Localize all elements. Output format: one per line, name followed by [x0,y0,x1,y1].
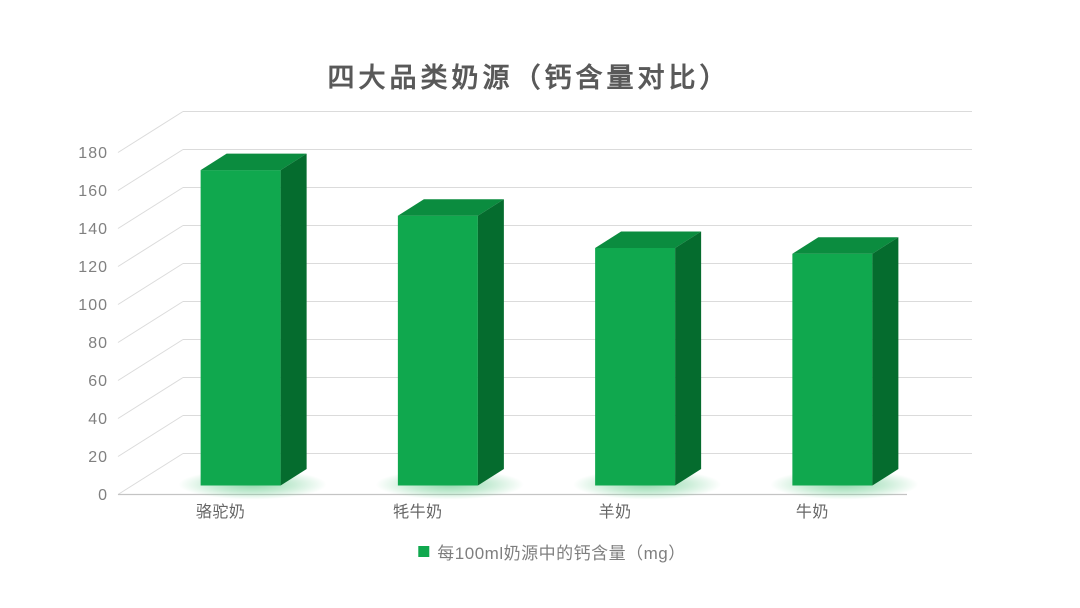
gridline-diagonal [117,339,184,381]
bar-top-face [792,237,899,254]
y-axis-tick-label: 100 [78,297,108,314]
y-axis-tick-label: 0 [98,487,108,504]
bar-front-face [200,170,281,486]
chart-title: 四大品类奶源（钙含量对比） [327,63,731,93]
gridline-diagonal [117,263,184,305]
bar-骆驼奶 [200,153,307,486]
y-axis-tick-label: 80 [88,335,108,352]
y-axis-tick-label: 40 [88,411,108,428]
y-axis-tick-label: 20 [88,449,108,466]
bar-top-face [397,199,504,216]
x-axis-category-label: 牦牛奶 [393,503,443,521]
y-axis-tick-label: 120 [78,259,108,276]
bar-羊奶 [595,231,702,486]
gridline-diagonal [117,415,184,457]
bar-front-face [595,248,676,486]
x-axis-category-label: 牛奶 [796,503,829,521]
bar-top-face [200,153,307,171]
category-labels-group: 骆驼奶 牦牛奶 羊奶 牛奶 [196,503,829,521]
x-axis-category-label: 羊奶 [599,503,632,521]
bar-side-face [280,153,307,486]
bar-牦牛奶 [397,199,504,486]
gridline-diagonal [117,301,184,343]
bar-side-face [872,237,899,486]
gridline-diagonal [117,453,184,495]
bar-front-face [397,215,478,486]
bars-group [200,153,899,486]
bar-side-face [675,231,702,486]
gridline-diagonal [117,187,184,229]
bar-side-face [477,199,504,486]
bar-top-face [595,231,702,248]
gridline-diagonal [117,377,184,419]
y-axis-tick-label: 140 [78,221,108,238]
y-axis-tick-label: 160 [78,183,108,200]
x-axis-category-label: 骆驼奶 [196,503,246,521]
legend-swatch-icon [418,546,430,557]
gridline-diagonal [117,149,184,191]
bar-front-face [792,253,873,486]
gridline-diagonal [117,111,184,153]
y-axis-tick-label: 60 [88,373,108,390]
legend-label: 每100ml奶源中的钙含量（mg） [437,544,686,563]
chart-legend: 每100ml奶源中的钙含量（mg） [418,539,685,564]
gridline-diagonal [117,225,184,267]
bar-牛奶 [792,237,899,486]
y-axis-tick-label: 180 [78,145,108,162]
